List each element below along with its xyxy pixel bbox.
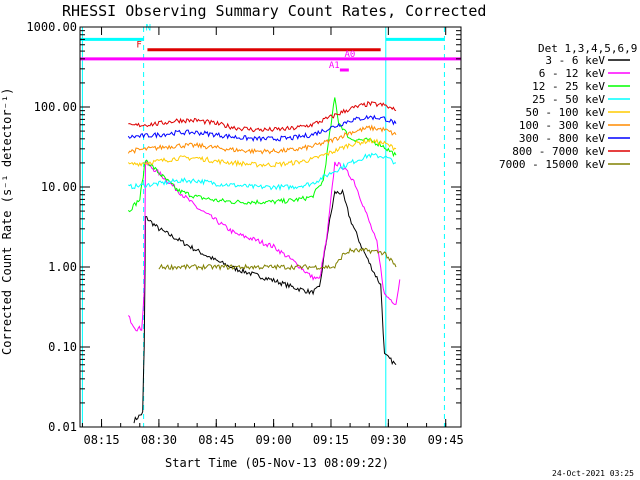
x-tick-label-7: 09:45 [428,433,464,447]
series-line-2 [127,160,401,332]
legend-label-7: 300 - 800 keV [519,132,605,145]
y-tick-label-6: 1000.00 [26,20,77,34]
plot-content [80,27,461,427]
y-axis-label: Corrected Count Rate (s⁻¹ detector⁻¹) [0,88,14,355]
flag-label-N: N [146,24,151,34]
y-tick-label-4: 10.00 [41,180,77,194]
x-tick-label-6: 09:30 [370,433,406,447]
x-tick-label-1: 08:15 [83,433,119,447]
plot-area: NF A0 A1 [80,24,461,427]
flag-label-A1: A1 [329,61,340,71]
legend-label-2: 6 - 12 keV [539,67,606,80]
legend-label-6: 100 - 300 keV [519,119,605,132]
x-tick-label-5: 09:15 [313,433,349,447]
legend-label-4: 25 - 50 keV [532,93,605,106]
flag-label-F: F [136,41,141,51]
series-line-5 [127,137,397,168]
series-line-1 [133,188,397,424]
flag-label-A0: A0 [344,50,355,60]
timestamp: 24-Oct-2021 03:25 [552,469,634,478]
axis-ticks: 08:15 08:30 08:45 09:00 09:15 09:30 09:45 0.01 0… [26,20,463,447]
legend-label-3: 12 - 25 keV [532,80,605,93]
series-line-3 [127,97,397,213]
y-tick-label-2: 0.10 [48,340,77,354]
series-line-9 [158,247,397,271]
legend: 3 - 6 keV 6 - 12 keV 12 - 25 keV 25 - 50… [499,54,630,171]
chart-title: RHESSI Observing Summary Count Rates, Co… [62,2,486,20]
y-tick-label-5: 100.00 [34,100,77,114]
legend-label-8: 800 - 7000 keV [512,145,605,158]
legend-label-5: 50 - 100 keV [526,106,606,119]
y-tick-label-3: 1.00 [48,260,77,274]
legend-label-9: 7000 - 15000 keV [499,158,605,171]
series-line-8 [128,100,397,133]
plot-frame [79,26,462,428]
x-tick-label-2: 08:30 [141,433,177,447]
series-line-4 [128,152,397,192]
x-axis-label: Start Time (05-Nov-13 08:09:22) [165,456,389,470]
legend-label-1: 3 - 6 keV [545,54,605,67]
x-tick-label-4: 09:00 [256,433,292,447]
legend-title: Det 1,3,4,5,6,9 [538,42,637,55]
y-tick-label-1: 0.01 [48,420,77,434]
x-tick-label-3: 08:45 [198,433,234,447]
series-line-7 [127,114,397,143]
series-line-6 [127,124,397,155]
